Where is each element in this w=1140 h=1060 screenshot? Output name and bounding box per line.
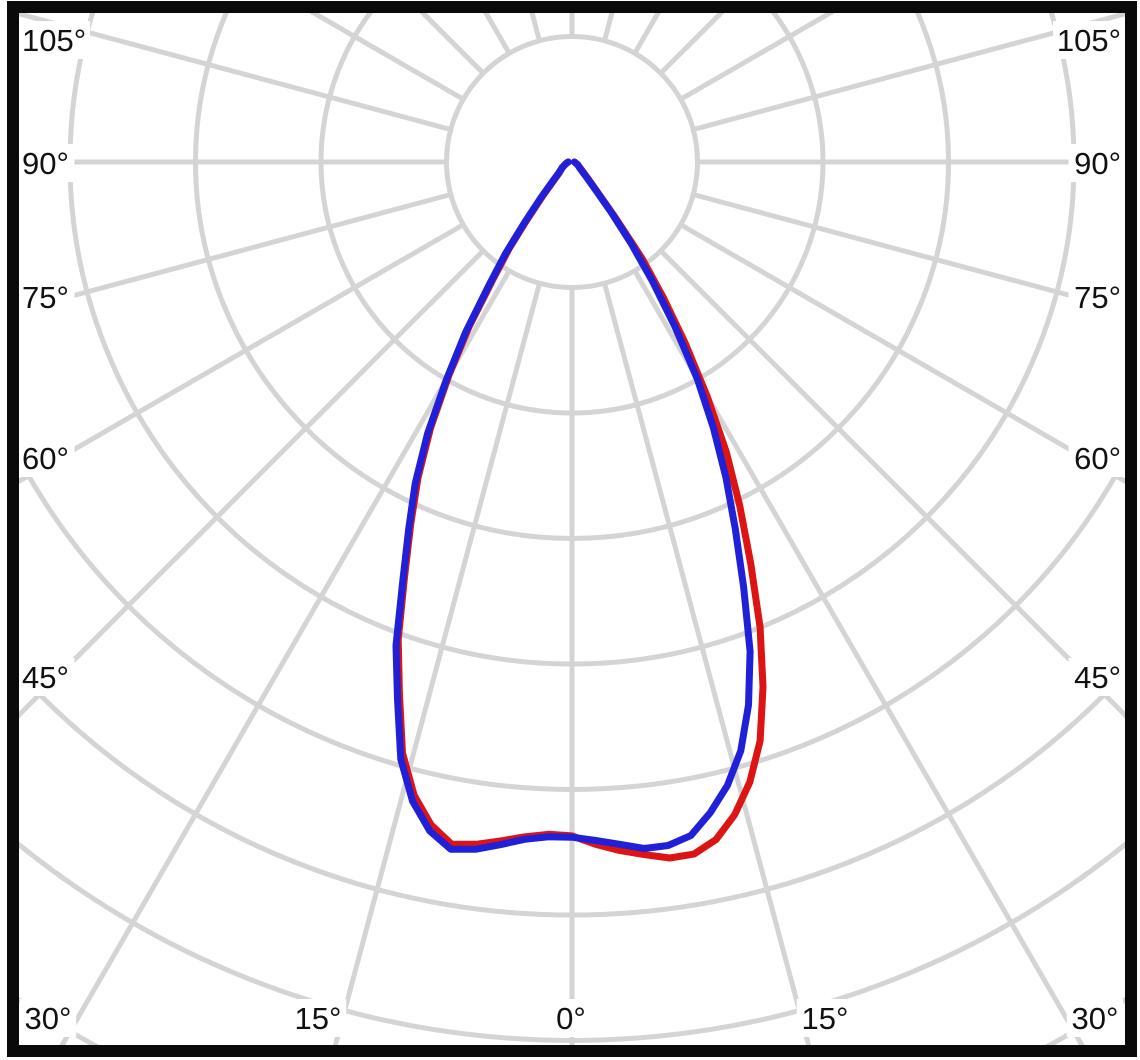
angle-label-bottom-0-30: 30° [25,1001,72,1036]
angle-label-left-75: 75° [22,280,69,315]
label-backplate-left-60 [18,439,75,477]
grid-spoke-330deg [59,269,512,1045]
angle-label-right-60: 60° [1074,441,1121,476]
grid-spoke-105deg [692,13,1125,132]
angle-labels: 105° 90° 75° 60° 45° 105° 90° 75° 60° 45° 30° 15° 0°… [18,21,1125,1037]
angle-label-right-75: 75° [1074,280,1121,315]
label-backplate-bottom-4-30 [1066,999,1124,1037]
angle-label-left-60: 60° [22,441,69,476]
angle-label-left-90: 90° [22,146,69,181]
label-backplate-bottom-0-30 [19,999,77,1037]
angle-label-right-105: 105° [1057,23,1121,58]
label-backplate-right-105 [1053,21,1125,59]
grid-spoke-300deg [19,222,465,485]
label-backplate-left-75 [18,278,75,316]
label-backplate-bottom-1-15 [289,999,347,1037]
label-backplate-left-90 [18,144,75,182]
plot-frame [7,1,1137,1057]
angle-label-bottom-2-0: 0° [556,1001,586,1036]
grid-spoke-45deg [658,248,1125,719]
angle-label-bottom-1-15: 15° [295,1001,342,1036]
angle-label-right-90: 90° [1074,146,1121,181]
label-backplate-right-60 [1068,439,1125,477]
label-backplate-left-105 [18,21,90,59]
angle-label-left-45: 45° [22,660,69,695]
intensity-curves [392,158,767,862]
blue-curve [392,158,754,853]
grid-spoke-60deg [679,222,1125,485]
label-backplate-left-45 [18,658,75,696]
label-backplate-right-75 [1068,278,1125,316]
grid-spoke-285deg [19,192,452,313]
label-backplate-bottom-3-15 [796,999,854,1037]
label-backplate-right-45 [1068,658,1125,696]
label-backplate-bottom-2-0 [550,999,592,1037]
angle-label-right-45: 45° [1074,660,1121,695]
angle-label-bottom-3-15: 15° [802,1001,849,1036]
grid-spoke-315deg [19,248,486,719]
grid-spoke-15deg [602,282,812,1045]
angle-label-left-105: 105° [22,23,86,58]
grid-spoke-255deg [19,13,452,132]
angle-label-bottom-4-30: 30° [1072,1001,1119,1036]
grid-spoke-75deg [692,192,1125,313]
label-backplate-right-90 [1068,144,1125,182]
grid-spoke-345deg [332,282,542,1045]
grid-spoke-30deg [632,269,1085,1045]
